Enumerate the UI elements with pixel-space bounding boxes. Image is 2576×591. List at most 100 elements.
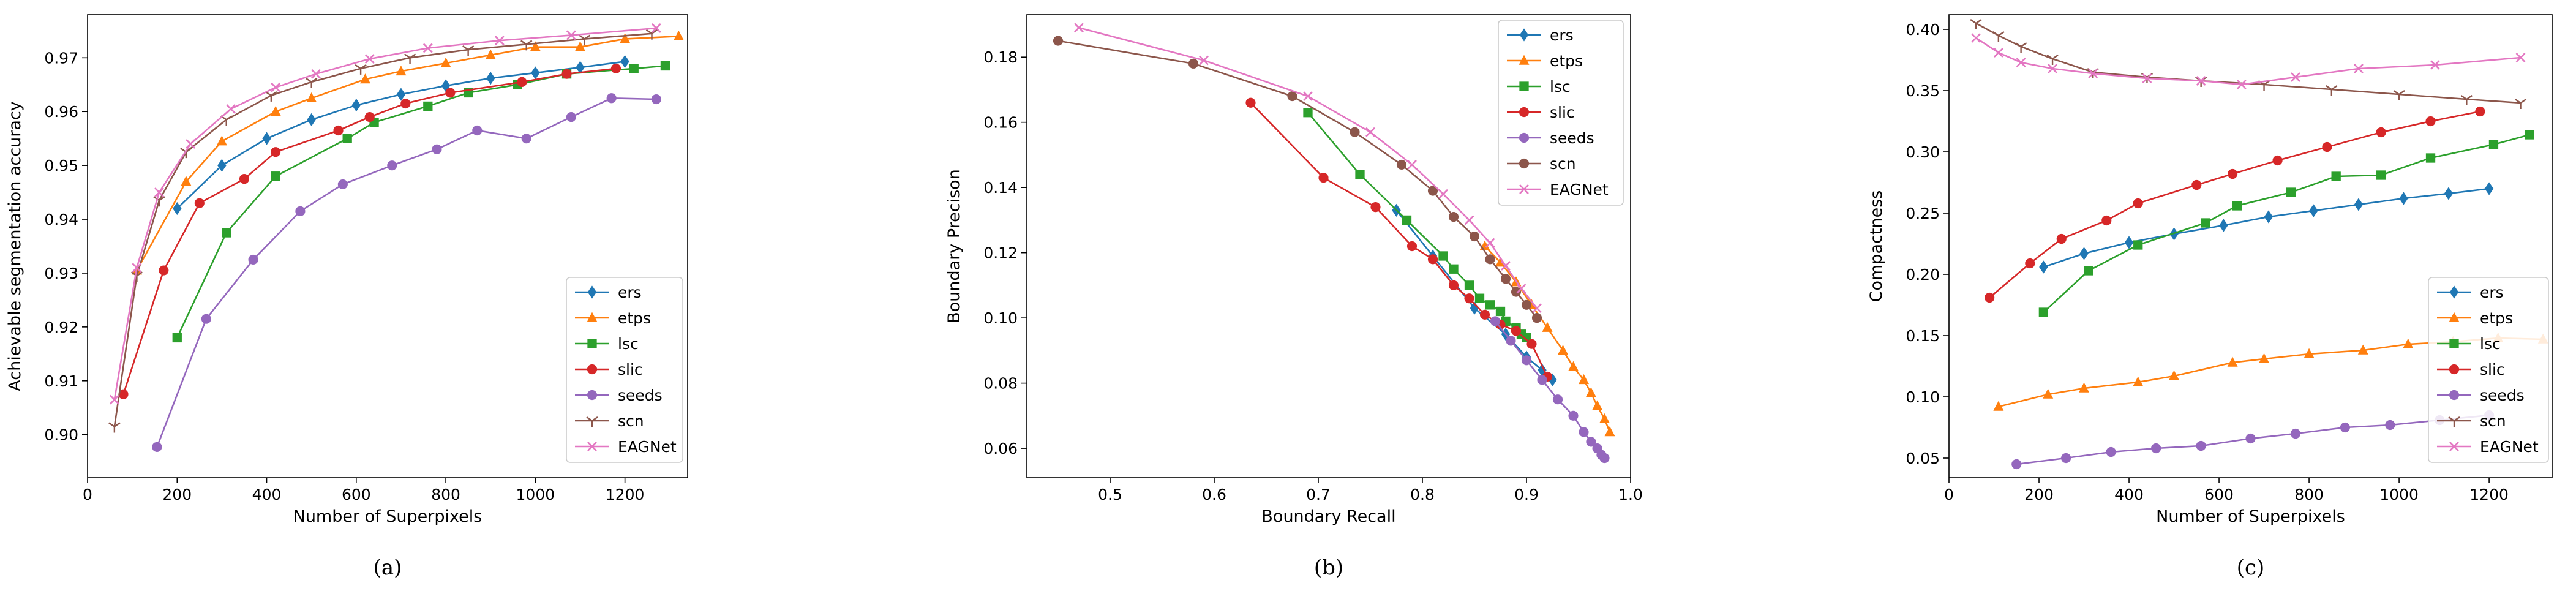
data-point-EAGNet (651, 23, 661, 33)
y-tick-label: 0.94 (44, 211, 78, 228)
legend-marker-ers (587, 285, 597, 299)
data-point-scn (355, 64, 367, 75)
x-axis-label: Number of Superpixels (293, 507, 483, 526)
series-line-seeds (156, 97, 656, 448)
data-point-scn (645, 29, 658, 40)
data-point-lsc (342, 134, 352, 143)
data-point-slic (1427, 254, 1438, 265)
data-point-scn (1970, 19, 1982, 29)
data-point-etps (485, 49, 496, 59)
data-point-etps (359, 73, 370, 84)
series-line-EAGNet (1078, 27, 1538, 309)
data-point-ers (2444, 187, 2454, 200)
data-point-scn (2015, 42, 2027, 53)
legend-label-ers: ers (1550, 26, 1574, 44)
x-tick-label: 600 (342, 486, 371, 503)
data-point-scn (2393, 90, 2405, 100)
data-point-seeds (1552, 394, 1563, 405)
data-point-ers (173, 201, 182, 216)
y-tick-label: 0.10 (983, 309, 1018, 327)
data-point-seeds (566, 111, 576, 122)
data-point-seeds (1490, 316, 1501, 326)
data-point-EAGNet (226, 104, 236, 114)
data-point-ers (217, 159, 227, 172)
x-tick-label: 0.9 (1514, 486, 1539, 503)
legend-box (2428, 277, 2549, 463)
legend-label-EAGNet: EAGNet (1550, 181, 1609, 198)
data-point-seeds (651, 94, 661, 105)
data-point-slic (1245, 97, 1256, 108)
data-point-lsc (2376, 170, 2386, 180)
data-point-etps (2169, 370, 2180, 380)
data-point-slic (1406, 241, 1418, 252)
data-point-seeds (152, 442, 162, 452)
data-point-ers (576, 61, 585, 74)
data-point-seeds (1579, 427, 1589, 437)
legend-marker-lsc (587, 339, 597, 348)
data-point-slic (1370, 202, 1381, 213)
data-point-etps (2357, 344, 2368, 355)
x-tick-label: 0 (1944, 486, 1954, 503)
data-point-lsc (2525, 130, 2534, 140)
data-point-slic (1318, 173, 1329, 183)
plot-area (108, 23, 684, 452)
data-point-slic (1526, 339, 1537, 349)
data-point-ers (307, 113, 316, 127)
data-point-EAGNet (1199, 55, 1209, 66)
data-point-scn (579, 34, 591, 45)
data-point-seeds (472, 125, 483, 136)
y-tick-label: 0.97 (44, 49, 78, 67)
data-point-ers (2079, 247, 2089, 260)
data-point-etps (1579, 374, 1589, 385)
series-EAGNet (109, 23, 661, 405)
data-point-EAGNet (1993, 48, 2003, 58)
data-point-ers (2039, 260, 2048, 274)
data-point-scn (1531, 313, 1542, 323)
y-tick-label: 0.10 (1906, 388, 1940, 406)
data-point-slic (364, 111, 375, 122)
x-tick-label: 200 (2024, 486, 2054, 503)
data-point-EAGNet (2142, 73, 2152, 83)
data-point-seeds (2061, 453, 2071, 464)
legend-label-lsc: lsc (1550, 78, 1571, 96)
series-slic (1245, 97, 1553, 382)
data-point-slic (561, 69, 572, 79)
series-slic (1985, 106, 2485, 303)
y-tick-label: 0.96 (44, 103, 78, 121)
data-point-EAGNet (132, 263, 142, 273)
legend-label-ers: ers (2480, 284, 2504, 301)
data-point-etps (2259, 353, 2270, 363)
data-point-seeds (2245, 433, 2256, 444)
data-point-EAGNet (2016, 58, 2026, 67)
y-tick-label: 0.93 (44, 265, 78, 282)
data-point-etps (530, 41, 541, 51)
axes-frame (1026, 14, 1631, 478)
legend-label-seeds: seeds (2480, 386, 2525, 404)
data-point-slic (2322, 141, 2332, 152)
data-point-lsc (2084, 266, 2093, 276)
data-point-slic (400, 98, 411, 109)
series-seeds (1490, 316, 1610, 464)
data-point-slic (2056, 233, 2067, 244)
data-point-scn (2460, 95, 2473, 105)
legend-marker-etps (587, 312, 598, 322)
data-point-EAGNet (1365, 127, 1375, 137)
data-point-lsc (1438, 251, 1448, 261)
y-tick-label: 0.18 (983, 48, 1018, 66)
data-point-ers (2354, 198, 2364, 211)
series-ers (173, 55, 629, 216)
y-axis-label: Achievable segmentation accuracy (6, 101, 24, 391)
legend-marker-slic (1519, 107, 1530, 118)
legend-label-scn: scn (618, 412, 644, 430)
data-point-scn (2326, 85, 2338, 96)
legend-label-slic: slic (1550, 104, 1575, 121)
data-point-ers (262, 132, 271, 145)
x-axis-label: Number of Superpixels (2156, 507, 2345, 526)
data-point-slic (2228, 168, 2238, 179)
data-point-EAGNet (566, 30, 576, 40)
data-point-lsc (1402, 215, 1412, 225)
data-point-etps (1592, 400, 1603, 410)
data-point-EAGNet (1485, 238, 1495, 248)
data-point-scn (1448, 212, 1459, 222)
legend-label-slic: slic (2480, 361, 2505, 378)
